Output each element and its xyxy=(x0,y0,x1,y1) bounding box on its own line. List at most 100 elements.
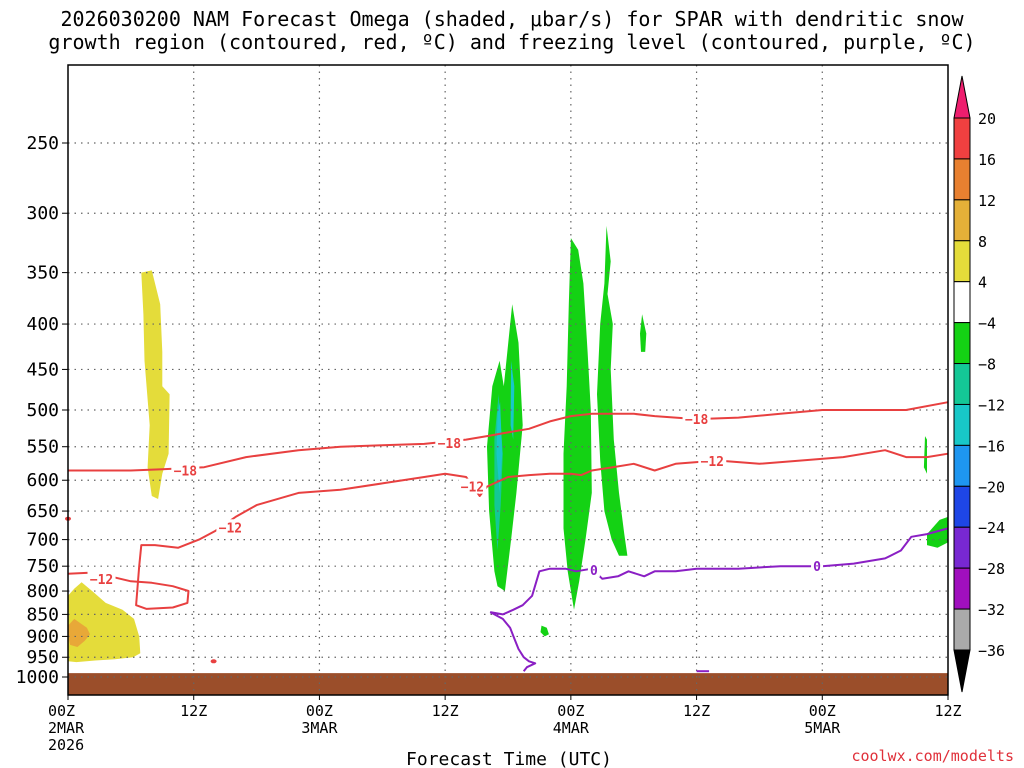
y-tick-label-1000: 1000 xyxy=(16,667,59,688)
contour-label-1: −18 xyxy=(174,464,198,479)
contour-label-4: −12 xyxy=(90,573,113,588)
colorbar-segment-8 xyxy=(953,403,971,446)
contour-label-bg-3 xyxy=(682,411,711,427)
colorbar-segment-12 xyxy=(953,567,971,610)
x-axis-title: Forecast Time (UTC) xyxy=(406,749,612,768)
y-tick-label-400: 400 xyxy=(26,314,59,335)
contour-line-4 xyxy=(489,611,537,672)
colorbar-label-8: −12 xyxy=(978,396,1005,414)
contour-fragment-2 xyxy=(210,659,217,664)
omega-region-13 xyxy=(510,360,515,440)
x-tick-label-0-3: 2026 xyxy=(48,736,84,754)
x-tick-label-24-2: 3MAR xyxy=(301,719,338,737)
plot-frame xyxy=(67,64,949,696)
x-tick-label-72-1: 00Z xyxy=(809,702,836,720)
y-tick-label-850: 850 xyxy=(26,604,59,625)
colorbar-label-2: 16 xyxy=(978,151,996,169)
omega-region-4 xyxy=(487,304,523,591)
omega-region-3 xyxy=(68,618,90,647)
colorbar-label-14: −36 xyxy=(978,642,1005,660)
contour-label-8: 0 xyxy=(590,564,598,579)
x-tick-label-48-2: 4MAR xyxy=(553,719,590,737)
colorbar-label-3: 12 xyxy=(978,192,996,210)
x-tick-label-12-1: 12Z xyxy=(180,702,207,720)
omega-region-8 xyxy=(540,625,549,637)
colorbar-label-1: 20 xyxy=(978,110,996,128)
colorbar-segment-1 xyxy=(953,117,971,160)
omega-region-9 xyxy=(927,516,948,548)
colorbar-segment-13 xyxy=(953,608,971,651)
colorbar-segment-11 xyxy=(953,526,971,569)
contour-label-9: 0 xyxy=(813,560,821,575)
contour-label-bg-4 xyxy=(87,570,116,586)
contour-label-5: −12 xyxy=(219,521,242,536)
x-tick-label-48-1: 00Z xyxy=(557,702,584,720)
colorbar-segment-3 xyxy=(953,199,971,242)
colorbar-segment-10 xyxy=(953,485,971,528)
omega-region-5 xyxy=(563,238,592,610)
contour-label-bg-5 xyxy=(216,519,245,535)
colorbar-label-10: −20 xyxy=(978,478,1005,496)
colorbar-segment-7 xyxy=(953,363,971,405)
contour-label-bg-7 xyxy=(698,453,727,469)
colorbar: 20 16 12 8 4 −4 −8 −12 −16 −20 −24 −28 −32 −36 xyxy=(953,75,1005,693)
y-tick-label-450: 450 xyxy=(26,359,59,380)
y-tick-label-950: 950 xyxy=(26,647,59,668)
colorbar-segment-4 xyxy=(953,240,971,283)
y-tick-label-550: 550 xyxy=(26,437,59,458)
y-tick-label-300: 300 xyxy=(26,203,59,224)
y-tick-label-700: 700 xyxy=(26,530,59,551)
x-tick-label-0-1: 00Z xyxy=(48,702,75,720)
y-tick-label-800: 800 xyxy=(26,581,59,602)
colorbar-top-arrow xyxy=(953,75,971,119)
x-tick-label-24-1: 00Z xyxy=(306,702,333,720)
chart-title-line-2: growth region (contoured, red, ºC) and f… xyxy=(48,30,976,54)
colorbar-segment-6 xyxy=(953,322,971,365)
y-tick-label-900: 900 xyxy=(26,626,59,647)
colorbar-segment-2 xyxy=(953,158,971,201)
contour-label-bg-6 xyxy=(458,478,487,494)
colorbar-segment-5 xyxy=(953,281,971,324)
colorbar-bottom-arrow xyxy=(953,649,971,693)
y-tick-label-350: 350 xyxy=(26,263,59,284)
omega-shading-layer xyxy=(68,225,948,663)
y-tick-label-600: 600 xyxy=(26,470,59,491)
colorbar-label-4: 8 xyxy=(978,233,987,251)
omega-region-6 xyxy=(597,225,628,556)
colorbar-label-9: −16 xyxy=(978,437,1005,455)
contour-line-1 xyxy=(68,401,949,472)
contour-label-bg-8 xyxy=(587,561,600,577)
grid-layer xyxy=(68,65,948,695)
x-tick-label-0-2: 2MAR xyxy=(48,719,85,737)
colorbar-label-7: −8 xyxy=(978,356,996,374)
credit-link[interactable]: coolwx.com/modelts xyxy=(851,747,1014,765)
colorbar-label-12: −28 xyxy=(978,560,1005,578)
colorbar-label-5: 4 xyxy=(978,274,987,292)
contour-label-layer: −18 −18 −18 −12 −12 −12 −12 0 0 xyxy=(87,411,824,588)
x-tick-label-36-1: 12Z xyxy=(432,702,459,720)
omega-region-10 xyxy=(923,436,927,474)
contour-label-2: −18 xyxy=(438,437,462,452)
x-tick-label-84-1: 12Z xyxy=(934,702,961,720)
contour-label-bg-1 xyxy=(171,462,200,478)
chart-title-line-1: 2026030200 NAM Forecast Omega (shaded, μ… xyxy=(60,7,964,31)
contour-line-3 xyxy=(490,527,949,616)
colorbar-label-6: −4 xyxy=(978,315,996,333)
omega-region-7 xyxy=(640,314,647,352)
omega-region-2 xyxy=(68,582,141,663)
x-tick-label-60-1: 12Z xyxy=(683,702,710,720)
ground-surface xyxy=(68,673,948,695)
y-tick-label-500: 500 xyxy=(26,400,59,421)
contour-label-6: −12 xyxy=(461,481,484,496)
contour-label-3: −18 xyxy=(685,413,709,428)
y-tick-label-650: 650 xyxy=(26,501,59,522)
colorbar-segment-9 xyxy=(953,444,971,487)
contour-label-7: −12 xyxy=(701,455,724,470)
omega-region-12 xyxy=(496,402,503,493)
x-tick-label-72-2: 5MAR xyxy=(804,719,841,737)
colorbar-label-11: −24 xyxy=(978,519,1005,537)
contour-label-bg-9 xyxy=(811,558,824,574)
omega-region-1 xyxy=(141,270,170,499)
